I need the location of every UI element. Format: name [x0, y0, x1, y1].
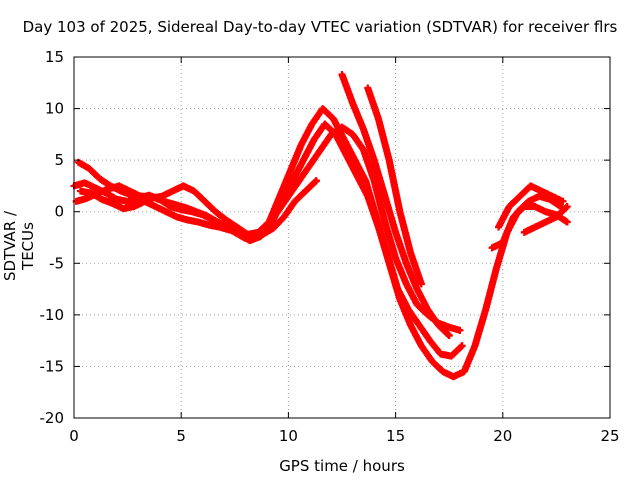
data-point [559, 197, 567, 205]
series-track3 [72, 105, 466, 360]
plot-frame [73, 56, 611, 419]
y-tick-label: 5 [54, 151, 64, 169]
x-tick-label: 5 [176, 427, 186, 445]
y-axis-label: SDTVAR / TECUs [1, 210, 37, 282]
series-track2 [74, 120, 565, 381]
data-point [456, 326, 464, 334]
x-tick-label: 20 [493, 427, 512, 445]
y-tick-label: 0 [54, 203, 64, 221]
series-track7 [495, 182, 567, 231]
data-point [417, 280, 425, 288]
y-tick-label: -15 [40, 357, 65, 375]
series-track6 [488, 203, 571, 252]
x-tick-label: 15 [386, 427, 405, 445]
series-track5 [364, 84, 425, 288]
y-tick-label: 10 [45, 100, 64, 118]
series-track9 [76, 177, 320, 240]
x-axis-label: GPS time / hours [279, 457, 405, 475]
y-tick-label: -20 [40, 409, 65, 427]
series-track4 [338, 71, 453, 339]
chart-title: Day 103 of 2025, Sidereal Day-to-day VTE… [22, 18, 618, 36]
axis-ticks: 0 5 10 15 20 25 15 10 5 0 -5 -10 -15 -20 [40, 48, 620, 445]
data-point [312, 177, 320, 185]
grid [74, 57, 610, 418]
data-point [458, 342, 466, 350]
series-track8 [520, 203, 571, 236]
x-tick-label: 10 [279, 427, 298, 445]
x-tick-label: 25 [600, 427, 619, 445]
series-layer [70, 71, 571, 381]
y-tick-label: -5 [49, 254, 64, 272]
data-point [563, 203, 571, 211]
y-tick-label: -10 [40, 306, 65, 324]
data-point [563, 218, 571, 226]
x-tick-label: 0 [69, 427, 79, 445]
data-point [445, 331, 453, 339]
y-tick-label: 15 [45, 48, 64, 66]
